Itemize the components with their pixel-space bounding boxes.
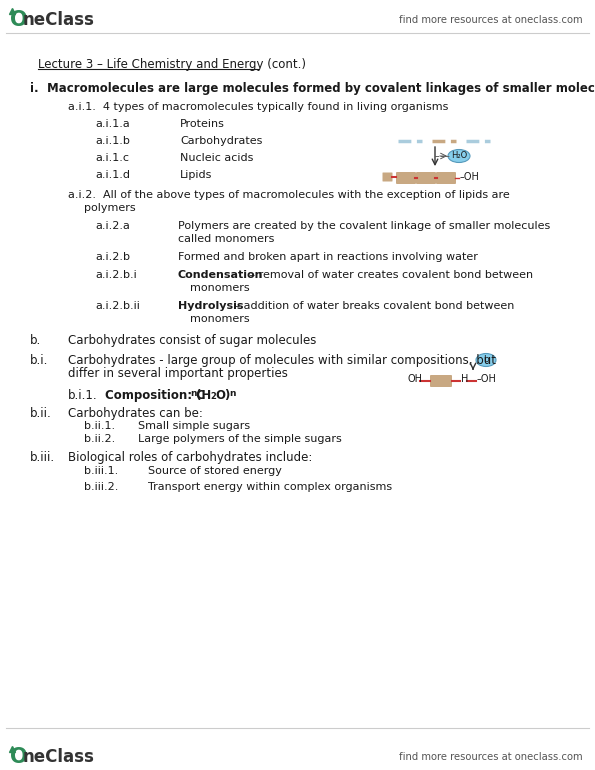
Text: b.i.1.: b.i.1.	[68, 389, 98, 402]
Text: called monomers: called monomers	[178, 234, 274, 244]
Text: Macromolecules are large molecules formed by covalent linkages of smaller molecu: Macromolecules are large molecules forme…	[47, 82, 595, 95]
Text: O: O	[10, 747, 27, 767]
Text: a.i.2.b: a.i.2.b	[95, 252, 130, 262]
FancyBboxPatch shape	[396, 172, 416, 184]
Text: – removal of water creates covalent bond between: – removal of water creates covalent bond…	[246, 270, 533, 280]
Text: Carbohydrates consist of sugar molecules: Carbohydrates consist of sugar molecules	[68, 334, 317, 347]
Text: find more resources at oneclass.com: find more resources at oneclass.com	[399, 752, 583, 762]
Text: Condensation: Condensation	[178, 270, 264, 280]
Ellipse shape	[448, 149, 470, 162]
Text: Hydrolysis: Hydrolysis	[178, 301, 243, 311]
Text: b.ii.2.: b.ii.2.	[84, 434, 115, 444]
Text: Proteins: Proteins	[180, 119, 225, 129]
Text: a.i.1.b: a.i.1.b	[95, 136, 130, 146]
Ellipse shape	[476, 353, 496, 367]
Text: Lecture 3 – Life Chemistry and Energy (cont.): Lecture 3 – Life Chemistry and Energy (c…	[38, 58, 306, 71]
Text: find more resources at oneclass.com: find more resources at oneclass.com	[399, 15, 583, 25]
Text: a.i.1.c: a.i.1.c	[95, 153, 129, 163]
Text: – addition of water breaks covalent bond between: – addition of water breaks covalent bond…	[231, 301, 514, 311]
Text: Biological roles of carbohydrates include:: Biological roles of carbohydrates includ…	[68, 451, 312, 464]
Text: b: b	[483, 356, 489, 364]
Text: polymers: polymers	[84, 203, 136, 213]
Text: O: O	[10, 10, 27, 30]
Text: Small simple sugars: Small simple sugars	[138, 421, 250, 431]
Text: Carbohydrates: Carbohydrates	[180, 136, 262, 146]
Text: a.i.2.  All of the above types of macromolecules with the exception of lipids ar: a.i.2. All of the above types of macromo…	[68, 190, 510, 200]
Text: OH: OH	[408, 374, 423, 384]
FancyBboxPatch shape	[416, 172, 436, 184]
Text: 2: 2	[210, 392, 216, 401]
Text: Carbohydrates can be:: Carbohydrates can be:	[68, 407, 203, 420]
FancyBboxPatch shape	[383, 172, 393, 182]
Text: H₂O: H₂O	[451, 152, 467, 160]
Text: a.i.2.b.ii: a.i.2.b.ii	[95, 301, 140, 311]
Text: a.i.1.  4 types of macromolecules typically found in living organisms: a.i.1. 4 types of macromolecules typical…	[68, 102, 449, 112]
Text: b.ii.1.: b.ii.1.	[84, 421, 115, 431]
Text: (H: (H	[196, 389, 211, 402]
Text: a.i.1.d: a.i.1.d	[95, 170, 130, 180]
Text: a.i.2.b.i: a.i.2.b.i	[95, 270, 137, 280]
Text: b.i.: b.i.	[30, 354, 48, 367]
Text: O): O)	[215, 389, 230, 402]
Text: monomers: monomers	[190, 283, 250, 293]
Text: neClass: neClass	[23, 748, 95, 766]
Text: Polymers are created by the covalent linkage of smaller molecules: Polymers are created by the covalent lin…	[178, 221, 550, 231]
Text: Source of stored energy: Source of stored energy	[148, 466, 282, 476]
Text: Carbohydrates - large group of molecules with similar compositions, but: Carbohydrates - large group of molecules…	[68, 354, 496, 367]
Text: neClass: neClass	[23, 11, 95, 29]
Text: Large polymers of the simple sugars: Large polymers of the simple sugars	[138, 434, 342, 444]
Text: Composition: C: Composition: C	[105, 389, 205, 402]
Text: a.i.2.a: a.i.2.a	[95, 221, 130, 231]
Text: Lipids: Lipids	[180, 170, 212, 180]
Text: –OH: –OH	[477, 374, 497, 384]
Text: a.i.1.a: a.i.1.a	[95, 119, 130, 129]
Text: differ in several important properties: differ in several important properties	[68, 367, 288, 380]
Text: –OH: –OH	[460, 172, 480, 182]
Text: i.: i.	[30, 82, 39, 95]
Text: b.: b.	[30, 334, 41, 347]
Text: Nucleic acids: Nucleic acids	[180, 153, 253, 163]
Text: b.iii.2.: b.iii.2.	[84, 482, 118, 492]
Text: Formed and broken apart in reactions involving water: Formed and broken apart in reactions inv…	[178, 252, 478, 262]
FancyBboxPatch shape	[430, 375, 452, 387]
Text: H: H	[461, 374, 468, 384]
Text: n: n	[229, 389, 236, 398]
FancyBboxPatch shape	[436, 172, 456, 184]
Text: b.iii.: b.iii.	[30, 451, 55, 464]
Text: b.ii.: b.ii.	[30, 407, 52, 420]
Text: monomers: monomers	[190, 314, 250, 324]
Text: Transport energy within complex organisms: Transport energy within complex organism…	[148, 482, 392, 492]
Text: n: n	[190, 389, 196, 398]
Text: b.iii.1.: b.iii.1.	[84, 466, 118, 476]
